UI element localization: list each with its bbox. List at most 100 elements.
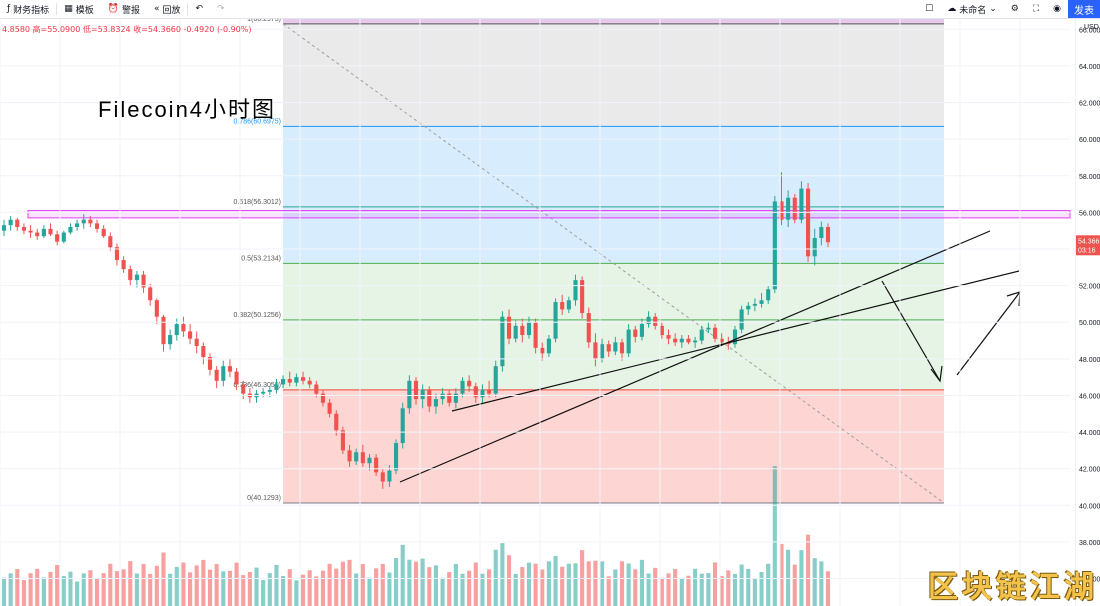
trend-drawings[interactable] xyxy=(399,230,1021,483)
volume-bar xyxy=(387,572,392,606)
trendline-support-major xyxy=(399,230,991,483)
volume-bar xyxy=(633,569,638,606)
fullscreen-layout-button[interactable]: ☐ xyxy=(918,0,940,18)
price-chart[interactable]: 1(66.2975) 0.786(60.6975) 0.618(56.3012) 0.… xyxy=(0,19,1100,606)
candle-body xyxy=(440,393,445,400)
candle-body xyxy=(148,287,153,301)
candle-body xyxy=(241,384,246,394)
volume-bar xyxy=(75,581,80,606)
candle-body xyxy=(227,366,232,372)
square-icon: ☐ xyxy=(925,4,934,14)
volume-bar xyxy=(553,555,558,606)
trendline-support-minor xyxy=(451,270,1020,412)
financial-indicators-label: 财务指标 xyxy=(13,5,50,16)
volume-bar xyxy=(772,466,777,606)
fib-band xyxy=(283,19,944,24)
candle-body xyxy=(340,430,345,451)
volume-bar xyxy=(500,543,505,606)
settings-button[interactable]: ⚙ xyxy=(1004,0,1026,18)
snapshot-button[interactable]: ◉ xyxy=(1046,0,1068,18)
fullscreen-button[interactable]: ⛶ xyxy=(1026,0,1046,18)
candle-body xyxy=(347,450,352,462)
volume-bar xyxy=(520,567,525,606)
candle-body xyxy=(81,219,86,224)
replay-button[interactable]: « 回放 xyxy=(147,0,188,18)
expand-icon: ⛶ xyxy=(1032,4,1040,14)
fib-level-label: 0.382(50.1256) xyxy=(234,312,281,319)
candle-body xyxy=(201,346,206,358)
redo-button[interactable]: ↷ xyxy=(210,0,232,18)
toolbar-divider xyxy=(187,3,189,15)
layout-name-button[interactable]: ☁ 未命名 ⌄ xyxy=(940,0,1004,18)
candle-body xyxy=(719,338,724,343)
volume-bar xyxy=(181,562,186,606)
camera-icon: ◉ xyxy=(1053,4,1061,14)
candle-body xyxy=(101,228,106,237)
candlesticks xyxy=(1,172,831,489)
volume-bar xyxy=(593,560,598,606)
volume-bar xyxy=(334,568,339,606)
alerts-button[interactable]: ⏰ 警报 xyxy=(101,0,147,18)
replay-label: 回放 xyxy=(162,5,181,16)
candle-body xyxy=(566,300,571,310)
candle-body xyxy=(819,227,824,239)
volume-bar xyxy=(161,552,166,606)
volume-bar xyxy=(766,563,771,606)
candle-body xyxy=(699,329,704,341)
currency-label: USD xyxy=(1084,24,1099,31)
cloud-icon: ☁ xyxy=(947,4,957,14)
undo-button[interactable]: ↶ xyxy=(188,0,210,18)
candle-body xyxy=(274,384,279,390)
volume-bar xyxy=(825,571,831,606)
volume-bar xyxy=(101,573,106,606)
candle-body xyxy=(580,280,585,314)
candle-body xyxy=(799,188,804,220)
candle-body xyxy=(420,389,425,400)
volume-bar xyxy=(300,574,306,606)
last-price-badge xyxy=(1076,235,1100,256)
chevron-down-icon: ⌄ xyxy=(989,4,997,14)
price-tick-label: 66.0000 xyxy=(1079,27,1100,34)
candle-body xyxy=(460,380,465,394)
volume-bar xyxy=(340,561,345,606)
volume-bar xyxy=(320,570,326,606)
volume-bar xyxy=(88,570,93,606)
publish-button[interactable]: 发表 xyxy=(1068,0,1100,18)
volume-bar xyxy=(712,562,718,606)
volume-bar xyxy=(440,577,445,606)
candle-body xyxy=(41,228,46,237)
price-tick-label: 44.0000 xyxy=(1079,430,1100,437)
candle-body xyxy=(639,324,644,337)
volume-bar xyxy=(540,569,545,606)
candle-body xyxy=(792,197,797,220)
fib-band xyxy=(283,126,944,207)
fib-band xyxy=(283,206,944,264)
candle-body xyxy=(606,344,611,352)
price-tick-label: 60.0000 xyxy=(1079,137,1100,144)
replay-icon: « xyxy=(153,4,160,14)
volume-bar xyxy=(400,544,405,606)
volume-bar xyxy=(653,567,658,606)
volume-bar xyxy=(61,576,66,606)
candle-body xyxy=(261,391,266,394)
fib-level-label: 0.618(56.3012) xyxy=(234,199,281,206)
volume-bar xyxy=(792,564,797,606)
candle-body xyxy=(75,223,80,228)
financial-indicators-button[interactable]: ƒ 财务指标 xyxy=(0,0,56,18)
candle-body xyxy=(327,402,332,414)
candle-body xyxy=(540,347,545,354)
fibonacci-retracement[interactable]: 1(66.2975) 0.786(60.6975) 0.618(56.3012) 0.… xyxy=(27,19,1071,504)
volume-bar xyxy=(48,571,53,606)
volume-bar xyxy=(148,573,153,606)
candle-body xyxy=(61,232,66,242)
candle-body xyxy=(779,201,784,220)
volume-bar xyxy=(241,575,246,606)
candle-body xyxy=(825,227,831,243)
undo-icon: ↶ xyxy=(195,4,204,14)
templates-button[interactable]: ▦ 模板 xyxy=(57,0,101,18)
last-price-label: 54.366 xyxy=(1078,238,1100,245)
volume-bar xyxy=(619,561,625,606)
volume-bar xyxy=(493,549,498,606)
volume-bar xyxy=(141,564,146,606)
